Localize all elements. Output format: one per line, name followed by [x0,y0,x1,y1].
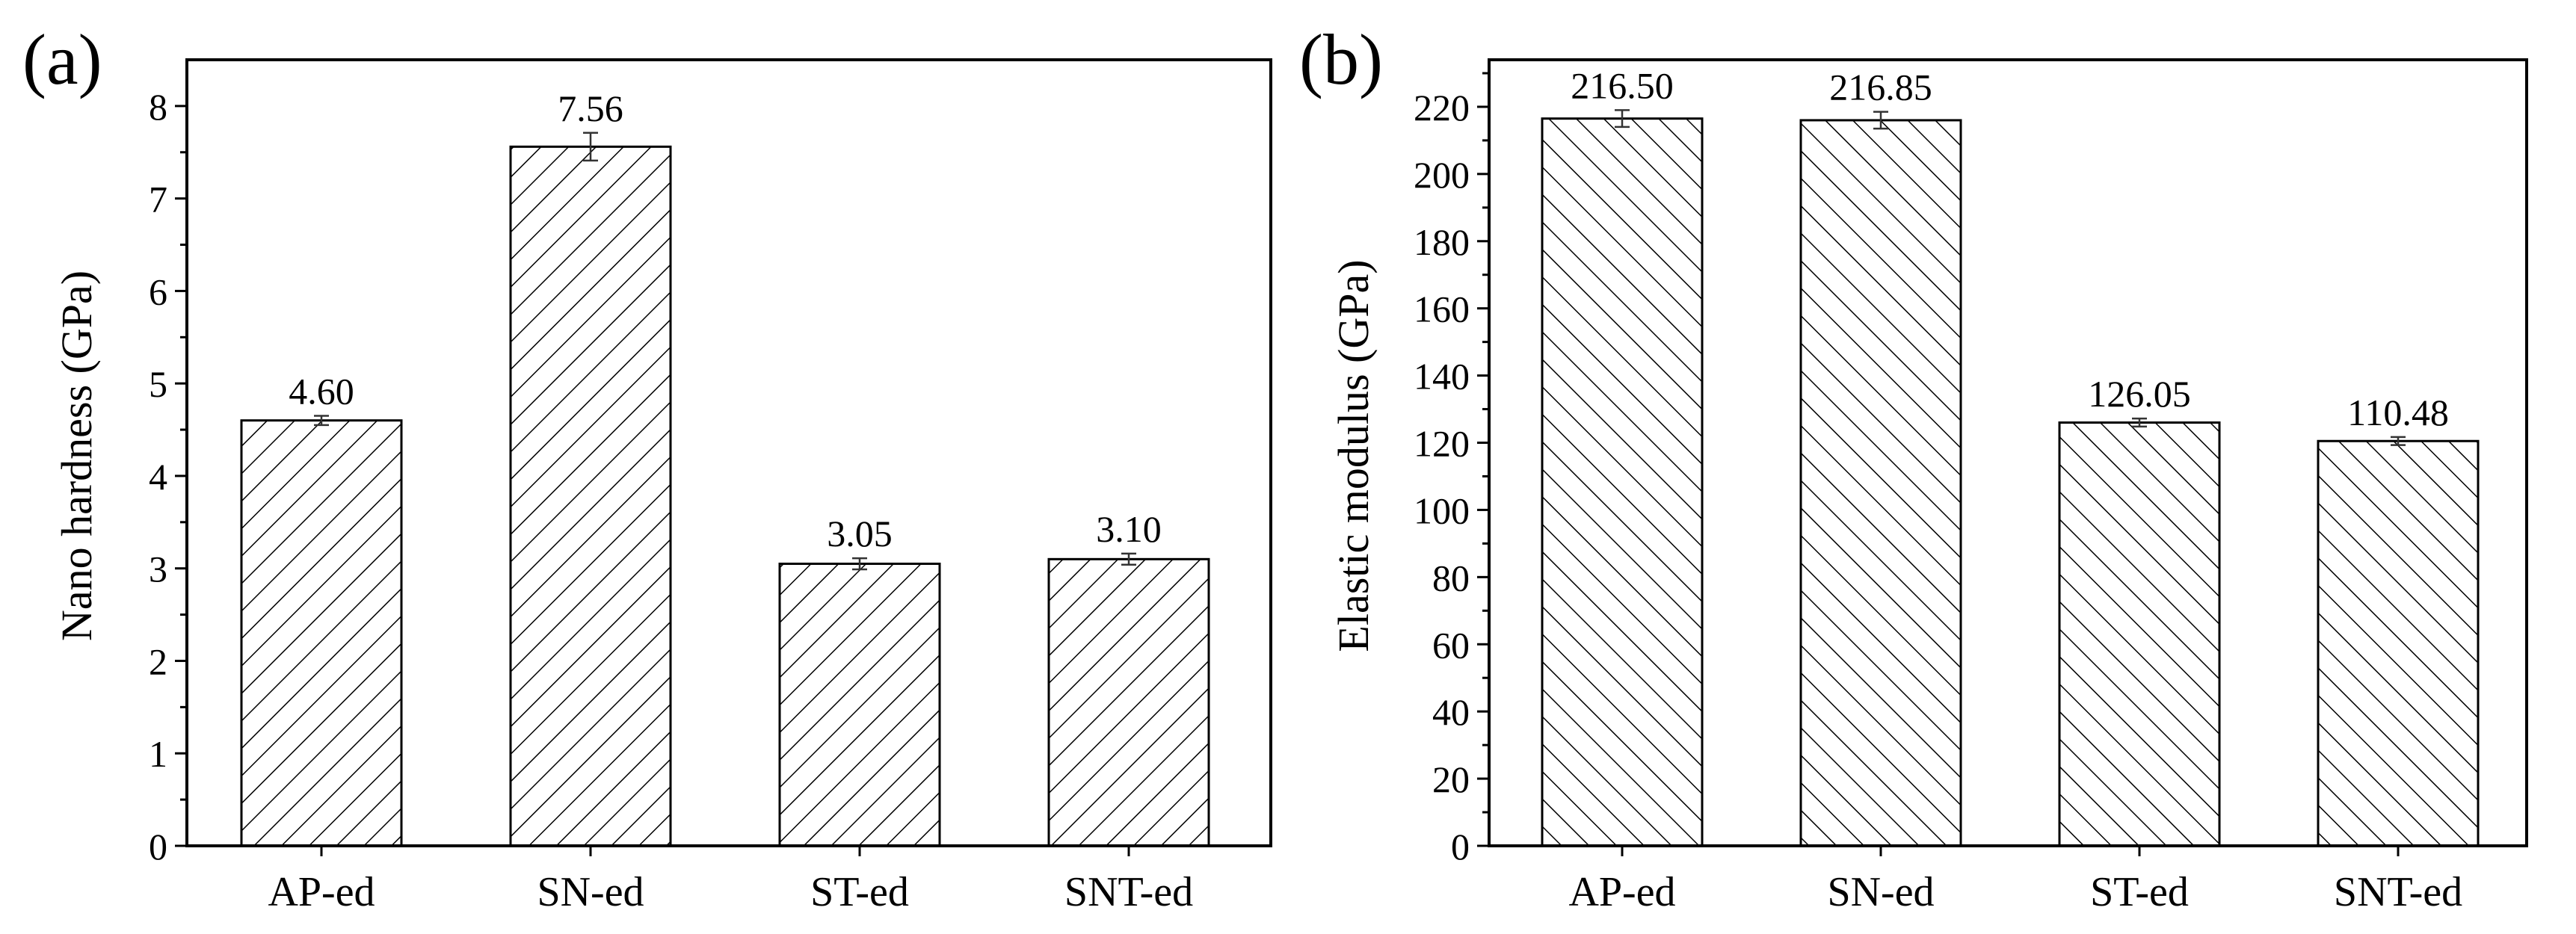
panel-b-category-label: SNT-ed [2334,869,2462,915]
panel-a-category-label: ST-ed [810,869,909,915]
panel-b-y-ticks: 0 20 40 60 80 100 120 140 160 180 200 220 [1414,72,1489,867]
panel-b-y-tick-label: 120 [1414,423,1470,465]
panel-a-value-label: 4.60 [289,370,354,412]
panel-b-value-label: 216.50 [1571,64,1674,106]
panel-b-bars: 216.50 216.85 126.05 110.48 [1541,64,2480,856]
panel-b-elastic-modulus: (b) Elastic modulus (GPa) 0 20 40 60 80 100 12… [1299,19,2528,915]
panel-a-y-tick-label: 5 [149,363,167,405]
panel-b-value-label: 126.05 [2088,373,2191,415]
panel-b-error-bar [2391,436,2406,446]
panel-a-category-labels: AP-ed SN-ed ST-ed SNT-ed [268,869,1193,915]
panel-a-y-tick-label: 0 [149,826,167,867]
panel-a-bar [1047,557,1210,847]
panel-a-nano-hardness: (a) Nano hardness (GPa) 0 1 2 3 4 5 6 7 8 4.60 7.… [22,19,1272,915]
panel-a-category-label: SNT-ed [1064,869,1193,915]
panel-a-bar [509,145,672,847]
panel-a-value-label: 3.10 [1096,508,1162,550]
panel-b-bar [1799,119,1962,847]
panel-b-y-tick-label: 160 [1414,288,1470,330]
panel-a-bar [778,563,941,847]
panel-b-category-labels: AP-ed SN-ed ST-ed SNT-ed [1568,869,2462,915]
panel-a-bar [240,419,403,847]
panel-a-y-tick-label: 4 [149,456,167,498]
panel-a-error-bar [583,132,598,162]
panel-a-error-bar [1121,552,1136,566]
panel-a-y-axis-label: Nano hardness (GPa) [52,270,101,641]
panel-a-value-label: 3.05 [827,513,893,554]
panel-b-value-label: 216.85 [1829,67,1932,108]
panel-b-error-bar [1615,109,1630,129]
panel-b-y-tick-label: 140 [1414,356,1470,398]
panel-a-plot-frame [185,58,1272,847]
panel-a-y-tick-label: 8 [149,86,167,128]
panel-b-y-tick-label: 60 [1432,624,1470,666]
panel-b-category-label: SN-ed [1827,869,1934,915]
panel-b-category-label: ST-ed [2090,869,2189,915]
panel-b-y-tick-label: 0 [1451,826,1470,867]
panel-b-y-tick-label: 220 [1414,87,1470,129]
panel-b-bar [1541,117,1704,847]
panel-a-y-ticks: 0 1 2 3 4 5 6 7 8 [149,86,187,867]
panel-b-y-tick-label: 180 [1414,221,1470,263]
panel-b-bar [2058,421,2221,847]
panel-a-y-tick-label: 1 [149,733,167,775]
panel-a-y-tick-label: 3 [149,548,167,590]
panel-a-label: (a) [22,19,102,99]
panel-b-label: (b) [1299,19,1383,99]
panel-b-y-tick-label: 80 [1432,557,1470,599]
panel-b-y-tick-label: 20 [1432,758,1470,800]
panel-a-category-label: SN-ed [537,869,644,915]
panel-b-plot-frame [1488,58,2528,847]
panel-a-error-bar [852,557,867,571]
panel-a-y-tick-label: 7 [149,179,167,220]
panel-b-y-tick-label: 40 [1432,691,1470,733]
panel-b-bar [2317,439,2480,847]
panel-a-value-label: 7.56 [558,87,623,129]
panel-b-y-tick-label: 100 [1414,489,1470,531]
panel-a-y-tick-label: 2 [149,640,167,682]
panel-b-category-label: AP-ed [1568,869,1675,915]
panel-a-y-tick-label: 6 [149,270,167,312]
panel-a-category-label: AP-ed [268,869,375,915]
panel-a-error-bar [314,415,329,427]
panel-b-y-axis-label: Elastic modulus (GPa) [1329,259,1378,652]
panel-b-error-bar [1873,111,1888,130]
panel-b-value-label: 110.48 [2347,392,2449,433]
panel-a-bars: 4.60 7.56 3.05 3.10 [240,87,1210,856]
panel-b-y-tick-label: 200 [1414,154,1470,196]
panel-b-error-bar [2132,417,2147,428]
